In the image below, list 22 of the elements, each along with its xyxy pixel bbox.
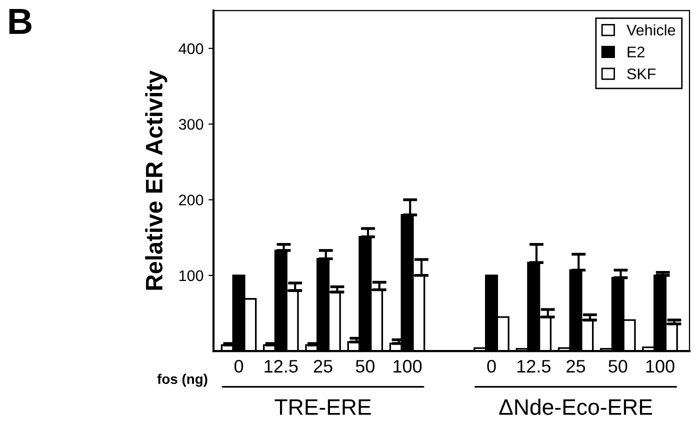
x-tick-label: 0 — [234, 360, 244, 373]
x-tick-label: 50 — [356, 360, 374, 373]
legend-label: E2 — [628, 46, 644, 58]
y-tick-label: 200 — [179, 194, 204, 206]
x-tick-label: 100 — [646, 360, 674, 373]
x-tick-label: 25 — [314, 360, 332, 373]
legend-label: SKF — [627, 68, 656, 80]
y-tick-label: 300 — [178, 118, 204, 130]
text: B — [9, 8, 32, 34]
legend-label: Vehicle — [626, 24, 676, 36]
x-tick-label: 100 — [394, 360, 422, 373]
x-tick-label: 50 — [608, 360, 628, 373]
text: TRE-ERE — [274, 399, 371, 415]
y-axis-title: Relative ER Activity — [145, 70, 168, 290]
x-tick-label: 12.5 — [264, 360, 298, 373]
x-tick-label: 0 — [487, 360, 496, 373]
x-tick-label: 25 — [566, 360, 586, 373]
text: fos (ng) — [157, 374, 208, 387]
y-tick-label: 100 — [179, 270, 204, 282]
y-tick-label: 400 — [178, 43, 204, 54]
x-tick-label: 12.5 — [517, 360, 550, 373]
text: ΔNde-Eco-ERE — [499, 398, 652, 415]
